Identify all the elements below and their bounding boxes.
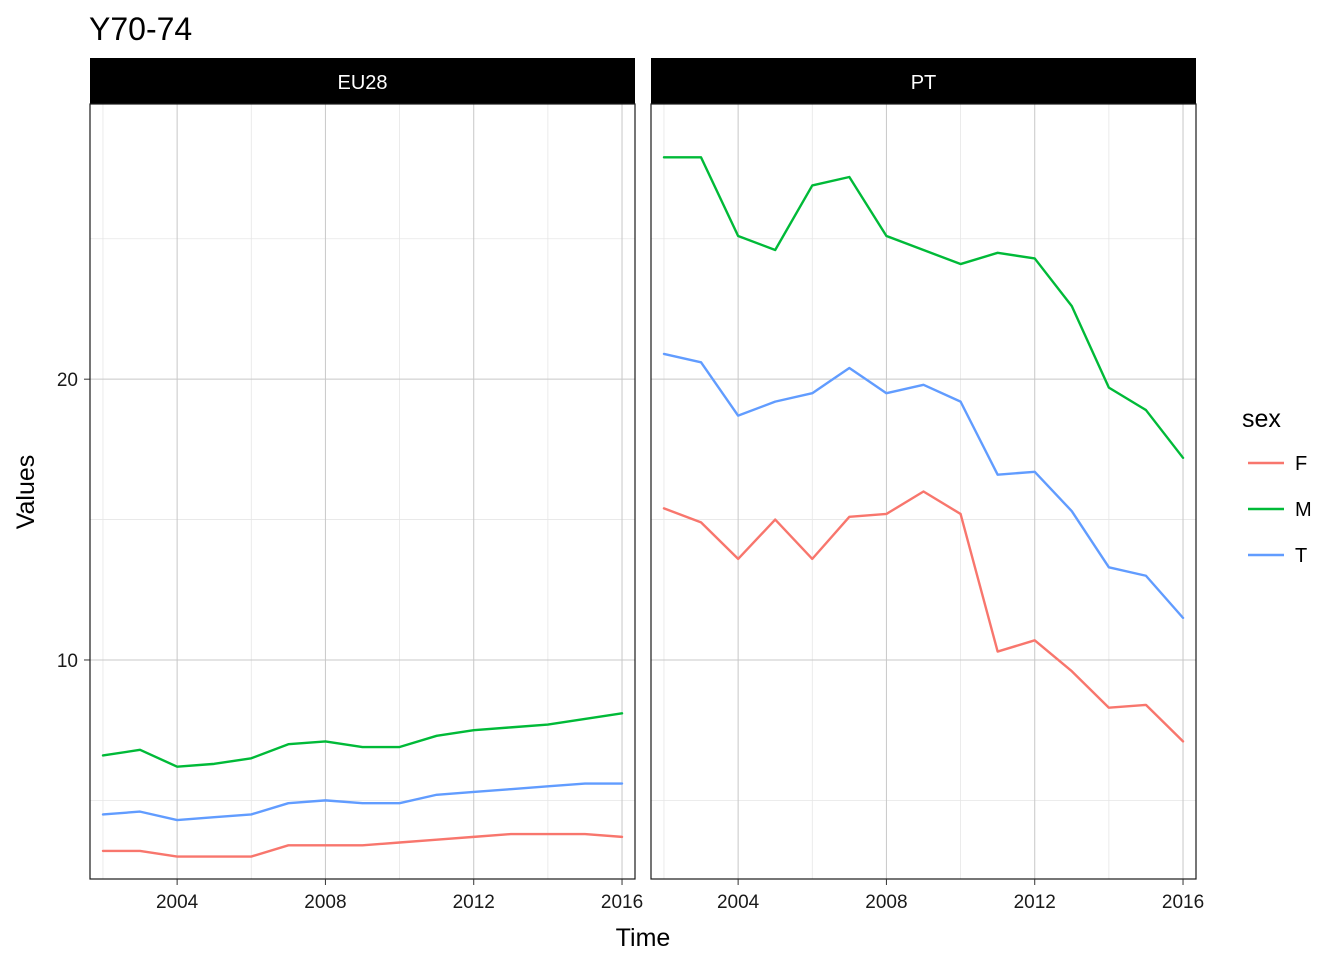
panel-border bbox=[89, 103, 636, 880]
legend-title: sex bbox=[1242, 405, 1281, 433]
series-line-t bbox=[101, 782, 624, 822]
y-tick-label: 10 bbox=[57, 651, 78, 672]
panels: 10 20 EU28 2004 2008 2012 2016 PT 2004 2008 2012 20… bbox=[57, 58, 1204, 913]
facet-strip-label: PT bbox=[911, 72, 937, 94]
facet-strip bbox=[651, 58, 1196, 104]
panel-pt: PT 2004 2008 2012 2016 bbox=[650, 58, 1204, 913]
y-axis-title: Values bbox=[12, 455, 40, 530]
panel-border bbox=[650, 103, 1197, 880]
x-tick-label: 2016 bbox=[1162, 892, 1204, 913]
x-tick-label: 2004 bbox=[717, 892, 760, 913]
x-tick-label: 2004 bbox=[156, 892, 199, 913]
chart-title: Y70-74 bbox=[89, 11, 192, 47]
series-line-f bbox=[662, 490, 1185, 743]
x-tick-label: 2008 bbox=[865, 892, 907, 913]
series-line-m bbox=[101, 712, 624, 768]
legend: sex F M T bbox=[1242, 405, 1312, 567]
series-line-f bbox=[101, 832, 624, 858]
x-tick-label: 2012 bbox=[1014, 892, 1056, 913]
x-tick-label: 2008 bbox=[304, 892, 346, 913]
facet-strip bbox=[90, 58, 635, 104]
x-tick-label: 2016 bbox=[601, 892, 643, 913]
series-line-t bbox=[662, 352, 1185, 620]
x-tick-label: 2012 bbox=[453, 892, 495, 913]
legend-label-f: F bbox=[1295, 453, 1307, 475]
panel-eu28: EU28 2004 2008 2012 2016 bbox=[89, 58, 643, 913]
facet-strip-label: EU28 bbox=[337, 72, 387, 94]
x-axis-title: Time bbox=[616, 924, 671, 952]
legend-label-t: T bbox=[1295, 545, 1307, 567]
series-line-m bbox=[662, 156, 1185, 459]
legend-label-m: M bbox=[1295, 499, 1312, 521]
y-tick-label: 20 bbox=[57, 370, 78, 391]
